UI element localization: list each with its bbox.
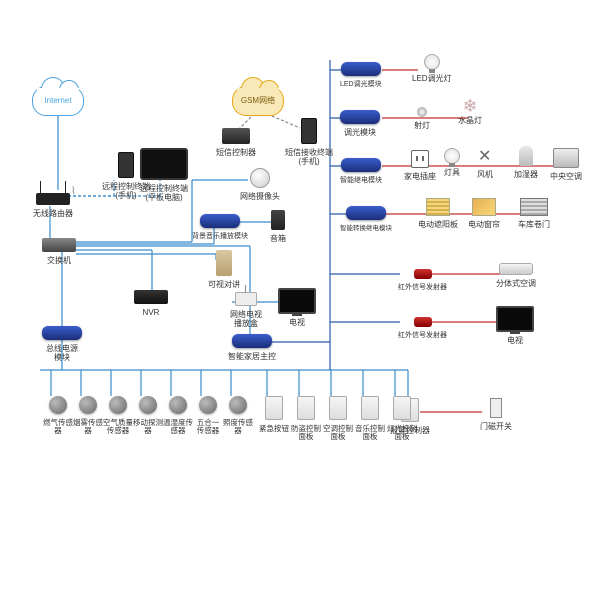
remote-tablet: 远程控制终端 (平板电脑)	[138, 148, 190, 203]
split-ac: 分体式空调	[496, 262, 536, 289]
panel-item: 紧急按钮	[258, 396, 290, 433]
intercom: 可视对讲	[208, 250, 240, 290]
sms-controller: 短信控制器	[216, 128, 256, 158]
sensor-item: 燃气传感 器	[42, 396, 74, 436]
relay-module: 智能继电模块	[340, 158, 382, 185]
central-ac: 中央空调	[550, 148, 582, 182]
door-switch: 门磁开关	[480, 398, 512, 432]
dimmer-module: 调光模块	[340, 110, 380, 138]
net-camera: 网络摄像头	[240, 168, 280, 202]
streamer: 网络电视 播放盒	[228, 292, 264, 329]
humidifier: 加湿器	[514, 146, 538, 180]
bus-power-module: 总线电源 模块	[42, 326, 82, 363]
outlet: 家电插座	[404, 150, 436, 182]
spotlight: 射灯	[414, 104, 430, 131]
blind: 电动遮阳板	[418, 198, 458, 230]
sensor-item: 烟雾传感 器	[72, 396, 104, 436]
led-dimmer-module: LED调光模块	[340, 62, 382, 89]
switch-relay-module: 智能转换继电模块	[340, 206, 392, 232]
wifi-icon: ⌇	[71, 186, 76, 197]
panel-item: 音乐控制 面板	[354, 396, 386, 442]
tv-2: 电视	[496, 306, 534, 346]
lamp: 灯具	[444, 148, 460, 178]
sms-receiver: 短信接收终端 (手机)	[282, 118, 336, 167]
sensor-item: 空气质量 传感器	[102, 396, 134, 436]
bgm-module: 背景音乐播放模块	[192, 214, 248, 241]
nvr: NVR	[134, 290, 168, 318]
panel-item: 防盗控制 面板	[290, 396, 322, 442]
internet-cloud: Internet	[32, 86, 84, 116]
garage-door: 车库卷门	[518, 198, 550, 230]
switch: 交换机	[42, 238, 76, 266]
smart-host: 智能家居主控	[228, 334, 276, 362]
chandelier: ❄水晶灯	[458, 96, 482, 126]
gsm-cloud: GSM网络	[232, 86, 284, 116]
fan: 风机	[476, 148, 494, 180]
sensor-item: 五合一 传感器	[192, 396, 224, 436]
speaker: 音箱	[270, 210, 286, 244]
power-window: 电动窗帘	[468, 198, 500, 230]
ir-emitter-2: 红外信号发射器	[398, 314, 447, 340]
tv-1: 电视	[278, 288, 316, 328]
panel-item: 灯光控制 面板	[386, 396, 418, 442]
sensor-item: 移动探测 器	[132, 396, 164, 436]
router: ⌇ 无线路由器	[33, 192, 73, 219]
panel-item: 空调控制 面板	[322, 396, 354, 442]
chandelier-icon: ❄	[462, 96, 477, 117]
sensor-item: 温湿度传 感器	[162, 396, 194, 436]
sensor-item: 照度传感 器	[222, 396, 254, 436]
ir-emitter-1: 红外信号发射器	[398, 266, 447, 292]
led-light: LED调光灯	[412, 54, 452, 84]
